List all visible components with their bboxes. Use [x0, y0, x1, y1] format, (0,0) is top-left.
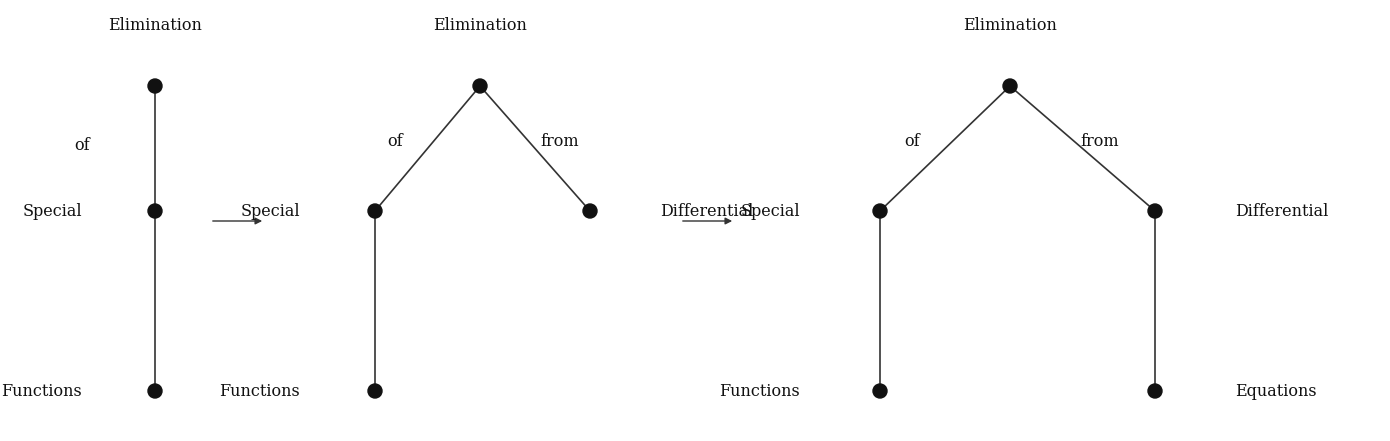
Text: of: of [388, 132, 403, 149]
Text: Elimination: Elimination [963, 18, 1056, 34]
Text: Differential: Differential [660, 202, 753, 220]
Text: Differential: Differential [1234, 202, 1329, 220]
Circle shape [368, 204, 382, 218]
Text: of: of [74, 138, 90, 154]
Text: from: from [1080, 132, 1119, 149]
Text: Elimination: Elimination [108, 18, 202, 34]
Text: from: from [541, 132, 580, 149]
Text: Elimination: Elimination [434, 18, 527, 34]
Text: Functions: Functions [1, 382, 82, 400]
Circle shape [873, 384, 887, 398]
Text: Special: Special [240, 202, 300, 220]
Circle shape [473, 79, 486, 93]
Circle shape [147, 79, 163, 93]
Circle shape [1148, 384, 1162, 398]
Circle shape [1004, 79, 1017, 93]
Text: Functions: Functions [220, 382, 300, 400]
Circle shape [147, 204, 163, 218]
Text: Special: Special [22, 202, 82, 220]
Circle shape [582, 204, 596, 218]
Circle shape [873, 204, 887, 218]
Circle shape [147, 384, 163, 398]
Circle shape [1148, 204, 1162, 218]
Text: Special: Special [741, 202, 801, 220]
Text: Functions: Functions [719, 382, 801, 400]
Text: of: of [904, 132, 920, 149]
Circle shape [368, 384, 382, 398]
Text: Equations: Equations [1234, 382, 1316, 400]
